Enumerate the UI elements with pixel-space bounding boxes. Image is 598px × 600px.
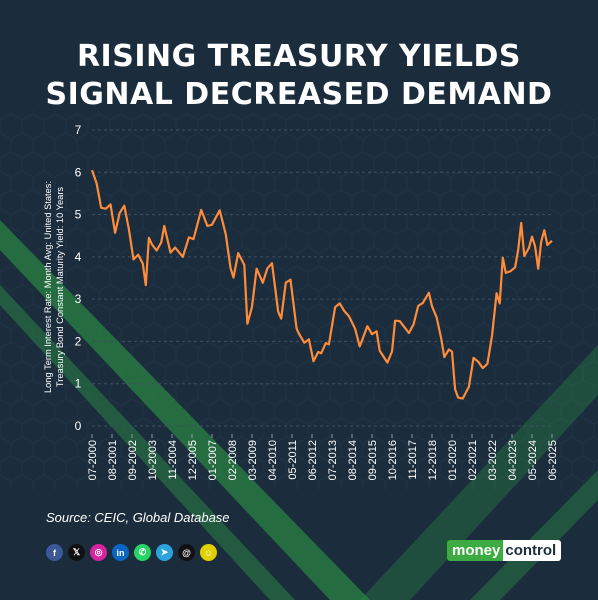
x-tick-label: 04-2010 xyxy=(267,440,279,480)
y-tick-label: 1 xyxy=(75,377,82,391)
x-tick-label: 02-2021 xyxy=(467,440,479,480)
logo-part-2: control xyxy=(503,540,562,561)
y-axis-label-line-2: Treasury Bond Constant Maturity Yield: 1… xyxy=(55,187,65,388)
x-tick-label: 11-2004 xyxy=(167,440,179,480)
y-tick-label: 3 xyxy=(75,292,82,306)
y-tick-label: 5 xyxy=(75,208,82,222)
telegram-icon[interactable]: ➤ xyxy=(156,544,173,561)
instagram-icon[interactable]: ◎ xyxy=(90,544,107,561)
chart-title: RISING TREASURY YIELDS SIGNAL DECREASED … xyxy=(0,38,598,114)
threads-icon[interactable]: @ xyxy=(178,544,195,561)
linkedin-icon[interactable]: in xyxy=(112,544,129,561)
x-tick-label: 07-2013 xyxy=(327,440,339,480)
x-tick-label: 12-2018 xyxy=(427,440,439,480)
logo-part-1: money xyxy=(447,540,504,561)
x-tick-label: 03-2009 xyxy=(247,440,259,480)
x-tick-label: 12-2005 xyxy=(187,440,199,480)
x-tick-label: 10-2016 xyxy=(387,440,399,480)
series-line-10y-yield xyxy=(90,169,553,400)
x-tick-label: 04-2023 xyxy=(507,440,519,480)
y-tick-label: 2 xyxy=(75,334,82,348)
y-axis: 0 1 2 3 4 5 6 7 xyxy=(75,123,82,433)
y-axis-label-line-1: Long Term Interest Rate: Month Avg: Unit… xyxy=(43,181,53,393)
y-tick-label: 4 xyxy=(75,250,82,264)
snapchat-icon[interactable]: ☺ xyxy=(200,544,217,561)
x-icon[interactable]: 𝕏 xyxy=(68,544,85,561)
chart-title-line-2: SIGNAL DECREASED DEMAND xyxy=(45,77,553,112)
x-tick-label: 08-2001 xyxy=(107,440,119,480)
y-axis-label: Long Term Interest Rate: Month Avg: Unit… xyxy=(43,181,65,393)
x-tick-label: 02-2008 xyxy=(227,440,239,480)
social-icons: f 𝕏 ◎ in ✆ ➤ @ ☺ xyxy=(46,544,217,561)
grid-lines xyxy=(92,129,552,427)
x-axis: 07-2000 08-2001 09-2002 10-2003 11-2004 12-20… xyxy=(87,434,559,480)
x-tick-label: 03-2022 xyxy=(487,440,499,480)
x-tick-label: 05-2024 xyxy=(527,440,539,480)
x-tick-label: 09-2002 xyxy=(127,440,139,480)
y-tick-label: 6 xyxy=(75,165,82,179)
facebook-icon[interactable]: f xyxy=(46,544,63,561)
whatsapp-icon[interactable]: ✆ xyxy=(134,544,151,561)
y-tick-label: 7 xyxy=(75,123,82,137)
x-tick-label: 01-2020 xyxy=(447,440,459,480)
x-tick-label: 06-2012 xyxy=(307,440,319,480)
x-tick-label: 07-2000 xyxy=(87,440,99,480)
x-tick-label: 09-2015 xyxy=(367,440,379,480)
chart-title-line-1: RISING TREASURY YIELDS xyxy=(76,39,522,74)
x-tick-label: 01-2007 xyxy=(207,440,219,480)
moneycontrol-logo: money control xyxy=(447,540,562,561)
y-tick-label: 0 xyxy=(75,419,82,433)
x-tick-label: 06-2025 xyxy=(547,440,559,480)
x-tick-label: 10-2003 xyxy=(147,440,159,480)
x-tick-label: 05-2011 xyxy=(287,440,299,480)
source-note: Source: CEIC, Global Database xyxy=(46,510,230,525)
x-tick-label: 08-2014 xyxy=(347,440,359,480)
x-tick-label: 11-2017 xyxy=(407,440,419,480)
